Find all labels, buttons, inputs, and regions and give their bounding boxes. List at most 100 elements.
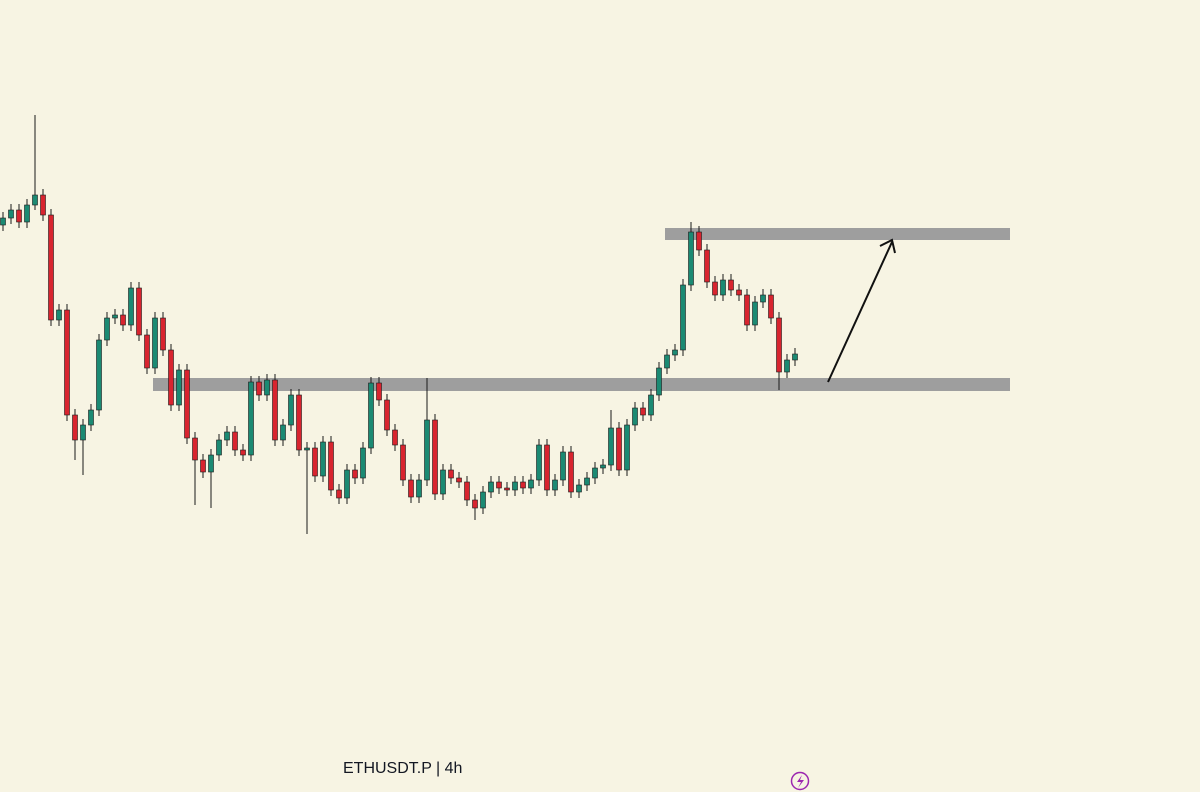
candle-body [280,424,286,441]
candle-body [72,414,78,441]
candle-body [448,469,454,479]
candle-body [616,427,622,471]
candle-body [128,287,134,326]
candle-body [56,309,62,321]
candle-body [48,214,54,321]
candle-body [424,419,430,481]
candle-body [528,479,534,489]
candle-body [248,381,254,456]
candle-body [744,294,750,326]
chart-title: ETHUSDT.P | 4h [343,760,462,777]
candle-body [624,424,630,471]
candle-body [432,419,438,495]
candle-body [88,409,94,426]
candle-body [600,464,606,469]
candle-body [80,424,86,441]
candle-body [176,369,182,406]
candle-body [536,444,542,481]
candle-body [640,407,646,416]
logo-bolt [797,775,804,788]
candle-body [688,231,694,286]
candle-body [136,287,142,336]
candle-body [312,447,318,477]
candle-body [296,394,302,451]
candle-body [440,469,446,495]
candle-body [400,444,406,481]
candle-body [320,441,326,477]
candle-body [632,407,638,426]
candle-body [24,204,30,223]
candle-body [544,444,550,491]
candle-body [208,454,214,473]
candle-body [696,231,702,251]
candle-body [344,469,350,499]
candle-body [464,481,470,501]
candle-body [576,484,582,493]
candle-body [736,289,742,296]
candle-body [104,317,110,341]
candle-body [472,499,478,509]
candle-body [232,431,238,451]
candle-body [408,479,414,498]
candle-body [352,469,358,479]
candle-body [672,349,678,356]
candle-body [560,451,566,481]
candle-body [584,477,590,486]
logo-icon [790,771,810,791]
candle-body [288,394,294,426]
candle-body [256,381,262,396]
candle-body [216,439,222,456]
candle-body [112,314,118,319]
candle-body [200,459,206,473]
candle-body [120,314,126,326]
candle-body [40,194,46,216]
candle-body [392,429,398,446]
candle-body [480,491,486,509]
candle-body [272,379,278,441]
candle-body [304,447,310,451]
candle-body [96,339,102,411]
candle-body [456,477,462,483]
candle-body [664,354,670,369]
candle-body [512,481,518,491]
candle-body [0,217,6,226]
candle-body [752,301,758,326]
candle-body [496,481,502,489]
candle-body [760,294,766,303]
candle-body [152,317,158,369]
candle-body [360,447,366,479]
candle-body [368,382,374,449]
candle-body [488,481,494,493]
candle-body [680,284,686,351]
candle-body [240,449,246,456]
candle-body [504,487,510,491]
candle-body [520,481,526,489]
candle-body [16,209,22,223]
candle-body [608,427,614,466]
candle-body [168,349,174,406]
candle-body [160,317,166,351]
candle-body [552,479,558,491]
candle-body [704,249,710,283]
candle-body [376,382,382,401]
candle-body [592,467,598,479]
candle-body [328,441,334,491]
candle-body [192,437,198,461]
candle-body [32,194,38,206]
candle-body [720,279,726,296]
candle-body [264,379,270,396]
candle-body [792,353,798,361]
candle-body [568,451,574,493]
arrow [827,238,896,383]
candle-body [784,359,790,373]
candle-body [224,431,230,441]
candle-body [712,281,718,296]
candle-body [8,209,14,219]
candle-body [384,399,390,431]
candle-body [64,309,70,416]
candle-body [656,367,662,396]
candle-body [416,479,422,498]
candle-body [648,394,654,416]
